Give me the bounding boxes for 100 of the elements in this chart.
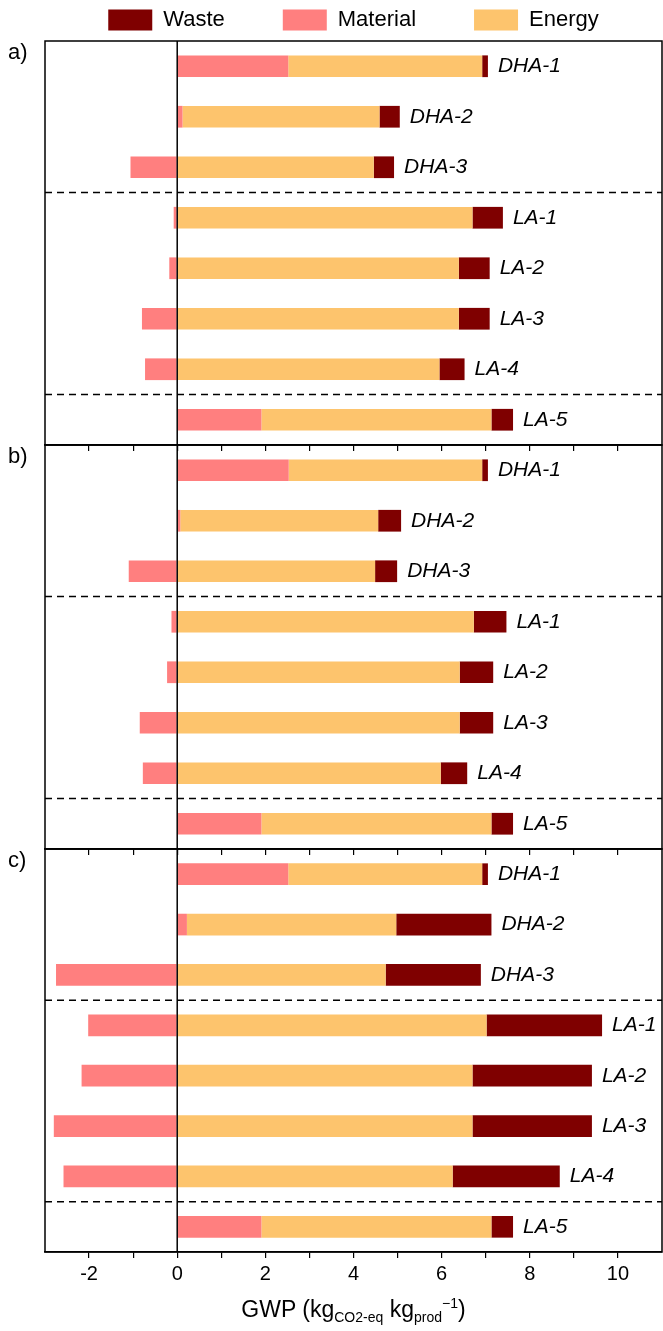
bar bbox=[439, 358, 465, 381]
bar bbox=[130, 156, 177, 179]
bar bbox=[63, 1165, 177, 1188]
x-tick-label: 10 bbox=[606, 1261, 630, 1284]
bar bbox=[472, 1115, 592, 1137]
legend-label: Energy bbox=[529, 6, 599, 32]
bar bbox=[288, 459, 483, 482]
y-tick-label: LA-3 bbox=[503, 709, 548, 733]
bar bbox=[482, 459, 488, 482]
x-tick-label: 2 bbox=[259, 1261, 271, 1284]
bar bbox=[177, 1014, 487, 1037]
bar bbox=[379, 105, 400, 128]
y-tick-label: DHA-2 bbox=[409, 103, 474, 127]
bar bbox=[177, 307, 459, 330]
bar bbox=[177, 1064, 473, 1087]
bar bbox=[458, 257, 490, 280]
bar bbox=[491, 1215, 514, 1238]
bar bbox=[458, 307, 490, 330]
y-tick-label: DHA-1 bbox=[497, 53, 561, 77]
bar bbox=[472, 1064, 592, 1087]
bar bbox=[182, 105, 380, 128]
bar bbox=[482, 55, 488, 78]
y-tick-label: DHA-1 bbox=[497, 861, 561, 885]
y-tick-label: LA-3 bbox=[601, 1112, 647, 1136]
bar bbox=[177, 661, 460, 684]
bar bbox=[177, 762, 441, 785]
bar bbox=[177, 863, 289, 886]
bar bbox=[177, 711, 460, 734]
y-tick-label: LA-5 bbox=[523, 810, 568, 834]
bar bbox=[177, 55, 289, 78]
x-tick-label: 4 bbox=[347, 1261, 360, 1284]
y-tick-label: LA-1 bbox=[612, 1012, 657, 1036]
bar bbox=[139, 711, 177, 734]
bar bbox=[378, 509, 402, 532]
chart-title: a) bbox=[8, 39, 28, 65]
bar bbox=[459, 711, 494, 734]
y-tick-label: LA-2 bbox=[503, 659, 548, 683]
y-tick-label: DHA-3 bbox=[407, 558, 471, 582]
bar bbox=[472, 206, 503, 229]
bar bbox=[177, 812, 262, 835]
y-tick-label: LA-4 bbox=[569, 1163, 615, 1187]
bar bbox=[56, 964, 177, 986]
y-tick-label: LA-5 bbox=[523, 406, 568, 430]
y-tick-label: LA-5 bbox=[523, 1213, 568, 1237]
bar bbox=[177, 257, 459, 280]
y-tick-label: DHA-2 bbox=[411, 507, 475, 531]
bar bbox=[141, 307, 177, 330]
bar bbox=[261, 1215, 492, 1238]
bar bbox=[491, 408, 514, 431]
bar bbox=[177, 358, 440, 381]
y-tick-label: LA-1 bbox=[512, 204, 558, 228]
bar bbox=[385, 964, 481, 986]
bar bbox=[186, 913, 397, 936]
y-tick-label: DHA-1 bbox=[497, 457, 561, 481]
bar bbox=[177, 913, 187, 936]
bar bbox=[459, 661, 494, 684]
bar bbox=[486, 1014, 603, 1037]
bar bbox=[177, 408, 262, 431]
bar bbox=[177, 560, 376, 583]
bar bbox=[177, 156, 374, 179]
chart-title: c) bbox=[8, 847, 27, 873]
bar bbox=[177, 964, 386, 986]
bar bbox=[88, 1014, 177, 1037]
bar bbox=[53, 1115, 177, 1137]
bar bbox=[473, 610, 507, 633]
bar bbox=[491, 812, 514, 835]
bar bbox=[128, 560, 177, 583]
bar bbox=[142, 762, 177, 785]
bar bbox=[177, 1215, 262, 1238]
legend-label: Waste bbox=[163, 6, 225, 32]
bar bbox=[373, 156, 395, 179]
bar bbox=[452, 1165, 560, 1188]
bar bbox=[180, 509, 379, 532]
bar bbox=[177, 1165, 453, 1188]
bar bbox=[261, 408, 492, 431]
y-tick-label: DHA-3 bbox=[404, 154, 468, 178]
bar bbox=[375, 560, 398, 583]
bar bbox=[177, 206, 473, 229]
bar bbox=[288, 55, 483, 78]
bar bbox=[145, 358, 177, 381]
bar bbox=[177, 1115, 473, 1137]
y-tick-label: LA-2 bbox=[601, 1062, 647, 1086]
x-tick-label: -2 bbox=[80, 1261, 98, 1284]
y-tick-label: LA-4 bbox=[477, 760, 522, 784]
bar bbox=[261, 812, 492, 835]
y-tick-label: LA-1 bbox=[516, 608, 561, 632]
y-tick-label: LA-4 bbox=[474, 356, 519, 380]
y-tick-label: LA-2 bbox=[499, 255, 545, 279]
bar bbox=[167, 661, 177, 684]
bar bbox=[440, 762, 468, 785]
chart-title: b) bbox=[8, 443, 28, 469]
y-tick-label: DHA-3 bbox=[490, 961, 555, 985]
y-tick-label: DHA-2 bbox=[501, 911, 565, 935]
bar bbox=[482, 863, 488, 886]
bar bbox=[177, 105, 183, 128]
x-tick-label: 6 bbox=[436, 1261, 448, 1284]
y-tick-label: LA-3 bbox=[499, 305, 545, 329]
bar bbox=[177, 459, 289, 482]
x-tick-label: 8 bbox=[524, 1261, 536, 1284]
x-tick-label: 0 bbox=[171, 1261, 183, 1284]
